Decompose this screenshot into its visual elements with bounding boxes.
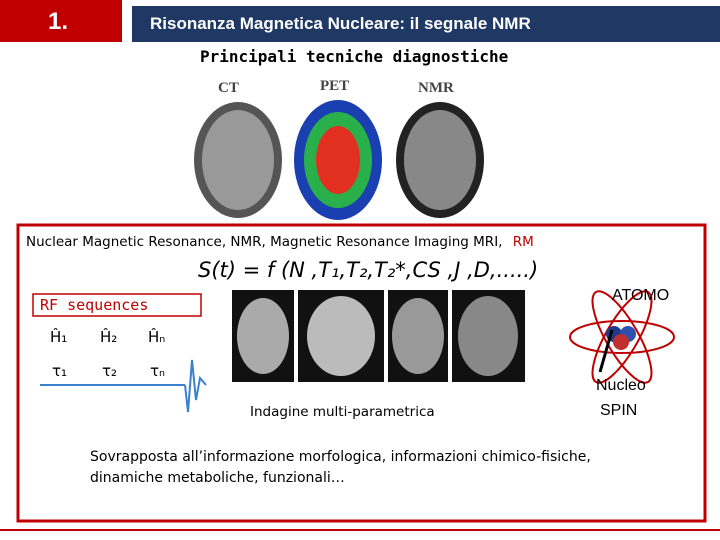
formula: S(t) = f (N ,T₁,T₂,T₂*,CS ,J ,D,.....) bbox=[198, 258, 539, 282]
pulse-label: Ĥ₁ bbox=[50, 328, 68, 346]
header-bar bbox=[132, 6, 720, 42]
mri-brain bbox=[458, 296, 518, 376]
intro-highlight: RM bbox=[512, 234, 534, 250]
image-label: PET bbox=[320, 78, 350, 94]
nucleus-label: Nucleo bbox=[596, 377, 646, 394]
nmr-scan-inner bbox=[404, 110, 476, 210]
delay-label: τₙ bbox=[150, 362, 166, 380]
nucleon bbox=[613, 334, 629, 350]
delay-label: τ₁ bbox=[52, 362, 68, 380]
caption: Indagine multi-parametrica bbox=[250, 404, 435, 420]
pet-scan-core bbox=[316, 126, 360, 194]
atom-label: ATOMO bbox=[612, 287, 670, 304]
ct-scan-inner bbox=[202, 110, 274, 210]
footer-text: Sovrapposta all’informazione morfologica… bbox=[90, 449, 591, 486]
rf-box bbox=[32, 293, 202, 317]
subtitle: Principali tecniche diagnostiche bbox=[200, 47, 509, 66]
fid-signal bbox=[184, 359, 207, 413]
content-box bbox=[16, 223, 707, 523]
mri-brain bbox=[307, 296, 375, 376]
spin-label: SPIN bbox=[600, 402, 638, 419]
mri-brain bbox=[237, 298, 289, 374]
rf-title: RF sequences bbox=[40, 296, 149, 314]
header-title: Risonanza Magnetica Nucleare: il segnale… bbox=[150, 14, 531, 33]
image-label: CT bbox=[218, 80, 239, 96]
header-number: 1. bbox=[48, 8, 69, 35]
mri-brain bbox=[392, 298, 444, 374]
delay-label: τ₂ bbox=[102, 362, 118, 380]
pulse-label: Ĥ₂ bbox=[100, 328, 118, 346]
intro-text: Nuclear Magnetic Resonance, NMR, Magneti… bbox=[26, 234, 503, 250]
pulse-label: Ĥₙ bbox=[148, 328, 166, 346]
image-label: NMR bbox=[418, 80, 454, 96]
number-badge bbox=[0, 0, 122, 42]
box-intro: Nuclear Magnetic Resonance, NMR, Magneti… bbox=[26, 234, 534, 250]
spin-arrow bbox=[598, 329, 614, 373]
